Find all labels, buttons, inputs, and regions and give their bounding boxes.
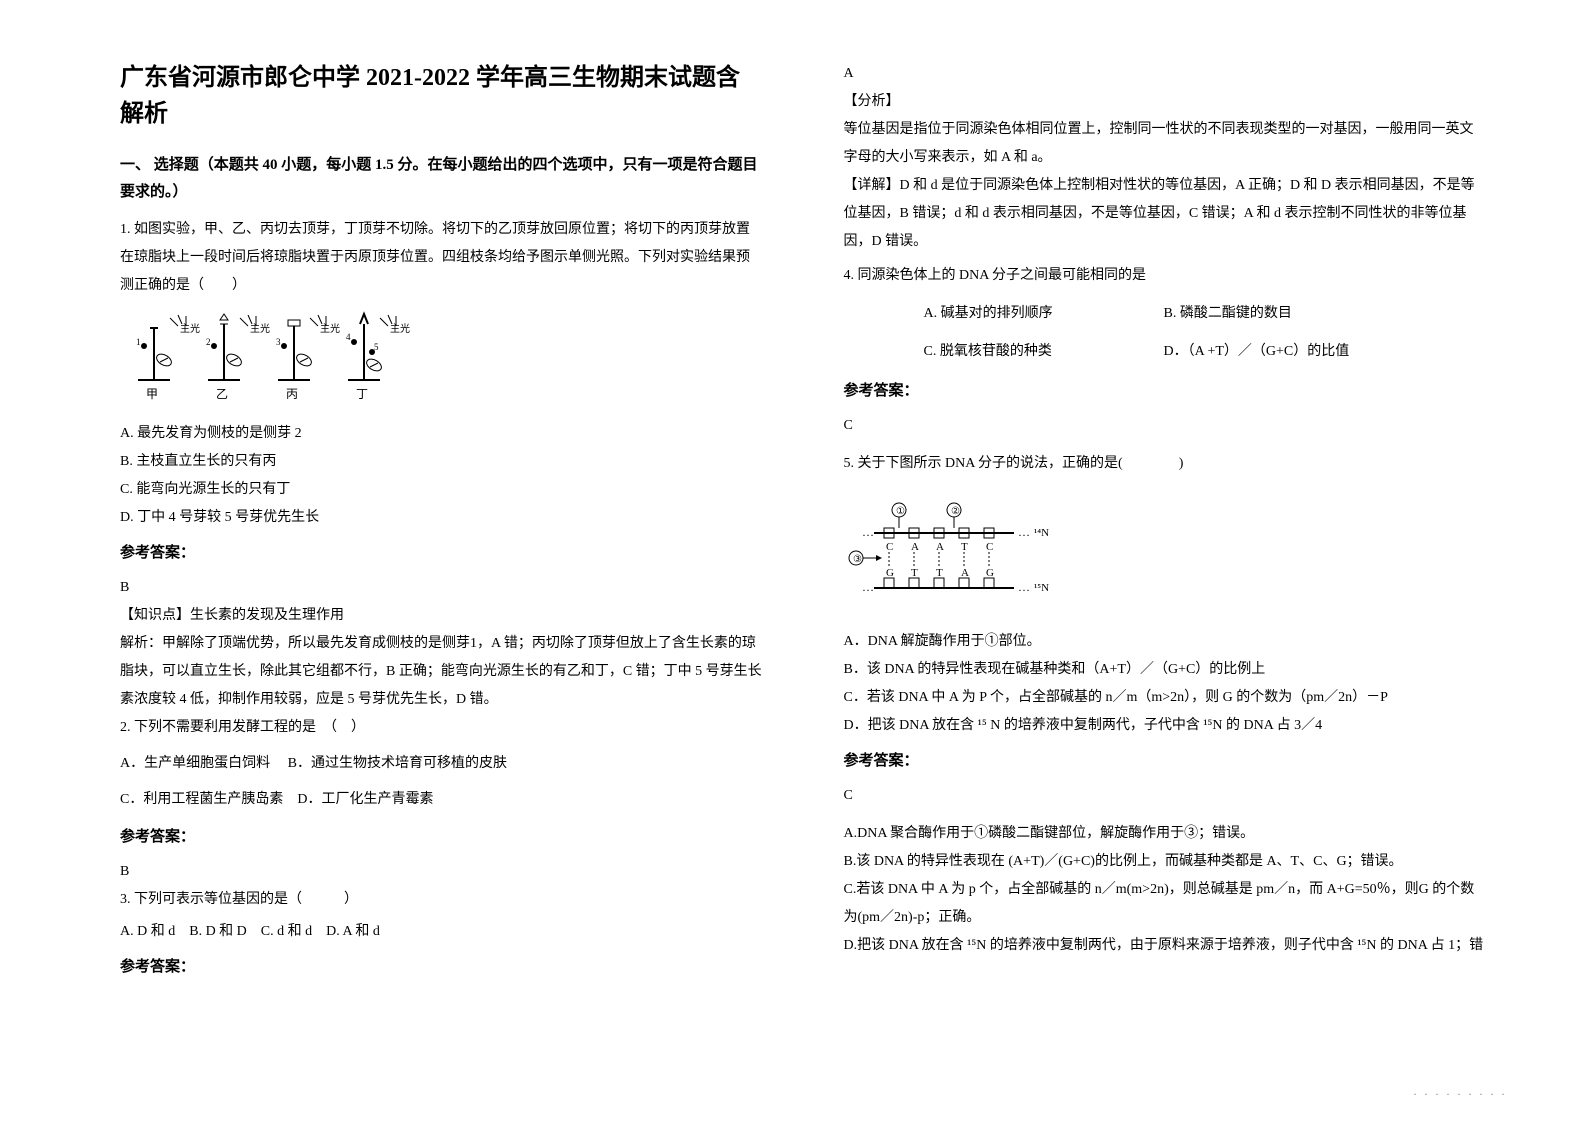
- plant-label-yi: 乙: [216, 387, 228, 401]
- section-1-header: 一、 选择题（本题共 40 小题，每小题 1.5 分。在每小题给出的四个选项中，…: [120, 152, 764, 206]
- exam-title: 广东省河源市郎仑中学 2021-2022 学年高三生物期末试题含解析: [120, 60, 764, 132]
- q5-answer-label: 参考答案：: [844, 746, 1488, 776]
- q5-exD: D.把该 DNA 放在含 ¹⁵N 的培养液中复制两代，由于原料来源于培养液，则子…: [844, 932, 1488, 960]
- plant-label-ding: 丁: [356, 387, 368, 401]
- q3-detail-label: 【详解】: [844, 178, 900, 193]
- svg-text:主光: 主光: [320, 322, 340, 335]
- svg-text:1: 1: [136, 337, 141, 347]
- svg-text:C: C: [886, 541, 893, 553]
- q3-optC: C. d 和 d: [261, 924, 312, 939]
- q4-row1: A. 碱基对的排列顺序 B. 磷酸二酯键的数目: [844, 300, 1488, 328]
- q4-optC: C. 脱氧核苷酸的种类: [924, 338, 1124, 366]
- q4-stem: 4. 同源染色体上的 DNA 分子之间最可能相同的是: [844, 262, 1488, 290]
- q5-answer: C: [844, 782, 1488, 810]
- svg-text:…: …: [1018, 525, 1030, 539]
- q4-optB: B. 磷酸二酯键的数目: [1164, 300, 1364, 328]
- q3-optA: A. D 和 d: [120, 924, 175, 939]
- q3-answer: A: [844, 60, 1488, 88]
- q5-exA: A.DNA 聚合酶作用于①磷酸二酯键部位，解旋酶作用于③；错误。: [844, 820, 1488, 848]
- q5-exC: C.若该 DNA 中 A 为 p 个，占全部碱基的 n／m(m>2n)，则总碱基…: [844, 876, 1488, 932]
- n14-label-top: ¹⁴N: [1034, 527, 1049, 539]
- page-footnote: · · · · · · · · ·: [1413, 1087, 1507, 1102]
- plant-label-bing: 丙: [286, 387, 298, 401]
- q2-optA: A．生产单细胞蛋白饲料: [120, 756, 270, 771]
- q1-optC: C. 能弯向光源生长的只有丁: [120, 476, 764, 504]
- q2-optB: B．通过生物技术培育可移植的皮肤: [288, 756, 507, 771]
- q5-optC: C．若该 DNA 中 A 为 P 个，占全部碱基的 n／m（m>2n），则 G …: [844, 684, 1488, 712]
- q1-stem: 1. 如图实验，甲、乙、丙切去顶芽，丁顶芽不切除。将切下的乙顶芽放回原位置；将切…: [120, 216, 764, 300]
- q1-optB: B. 主枝直立生长的只有丙: [120, 448, 764, 476]
- svg-text:T: T: [911, 567, 918, 579]
- svg-text:2: 2: [206, 337, 211, 347]
- plant-label-jia: 甲: [146, 387, 158, 401]
- svg-text:A: A: [936, 541, 944, 553]
- q3-answer-label: 参考答案：: [120, 952, 764, 982]
- q1-optD: D. 丁中 4 号芽较 5 号芽优先生长: [120, 504, 764, 532]
- svg-text:4: 4: [346, 332, 351, 342]
- svg-text:②: ②: [951, 506, 960, 517]
- q3-opts: A. D 和 d B. D 和 D C. d 和 d D. A 和 d: [120, 918, 764, 946]
- svg-text:T: T: [936, 567, 943, 579]
- svg-text:C: C: [986, 541, 993, 553]
- svg-text:主光: 主光: [390, 322, 410, 335]
- svg-text:A: A: [911, 541, 919, 553]
- svg-text:…: …: [862, 580, 874, 594]
- q1-answer-label: 参考答案：: [120, 538, 764, 568]
- q5-optA: A．DNA 解旋酶作用于①部位。: [844, 628, 1488, 656]
- q5-optB: B．该 DNA 的特异性表现在碱基种类和（A+T）／（G+C）的比例上: [844, 656, 1488, 684]
- sun-label: 主光: [180, 322, 200, 335]
- q5-exB: B.该 DNA 的特异性表现在 (A+T)／(G+C)的比例上，而碱基种类都是 …: [844, 848, 1488, 876]
- q3-analysis-label: 【分析】: [844, 88, 1488, 116]
- q4-optA: A. 碱基对的排列顺序: [924, 300, 1124, 328]
- q2-answer-label: 参考答案：: [120, 822, 764, 852]
- q3-detail: 【详解】D 和 d 是位于同源染色体上控制相对性状的等位基因，A 正确；D 和 …: [844, 172, 1488, 256]
- left-column: 广东省河源市郎仑中学 2021-2022 学年高三生物期末试题含解析 一、 选择…: [100, 60, 804, 1082]
- q1-explain: 解析：甲解除了顶端优势，所以最先发育成侧枝的是侧芽1，A 错；丙切除了顶芽但放上…: [120, 630, 764, 714]
- svg-text:…: …: [1018, 580, 1030, 594]
- q4-answer: C: [844, 412, 1488, 440]
- n15-label-bot: ¹⁵N: [1034, 582, 1049, 594]
- q5-optD: D．把该 DNA 放在含 ¹⁵ N 的培养液中复制两代，子代中含 ¹⁵N 的 D…: [844, 712, 1488, 740]
- svg-text:①: ①: [896, 506, 905, 517]
- q1-knowledge: 【知识点】生长素的发现及生理作用: [120, 602, 764, 630]
- q3-optD: D. A 和 d: [326, 924, 380, 939]
- q1-answer: B: [120, 574, 764, 602]
- q2-optsCD: C．利用工程菌生产胰岛素 D．工厂化生产青霉素: [120, 786, 764, 814]
- svg-text:A: A: [961, 567, 969, 579]
- q5-diagram: ① ② ③ … … ¹⁴N: [844, 498, 1488, 608]
- q2-answer: B: [120, 858, 764, 886]
- svg-text:…: …: [862, 525, 874, 539]
- q3-detail-text: D 和 d 是位于同源染色体上控制相对性状的等位基因，A 正确；D 和 D 表示…: [844, 178, 1475, 249]
- q3-analysis: 等位基因是指位于同源染色体相同位置上，控制同一性状的不同表现类型的一对基因，一般…: [844, 116, 1488, 172]
- q2-optC: C．利用工程菌生产胰岛素: [120, 792, 283, 807]
- svg-text:③: ③: [853, 554, 862, 565]
- q1-optA: A. 最先发育为侧枝的是侧芽 2: [120, 420, 764, 448]
- q3-stem: 3. 下列可表示等位基因的是（ ）: [120, 886, 764, 914]
- svg-text:G: G: [986, 567, 994, 579]
- svg-text:5: 5: [374, 342, 379, 352]
- svg-text:G: G: [886, 567, 894, 579]
- q2-stem: 2. 下列不需要利用发酵工程的是 （ ）: [120, 714, 764, 742]
- q3-optB: B. D 和 D: [189, 924, 247, 939]
- exam-page: 广东省河源市郎仑中学 2021-2022 学年高三生物期末试题含解析 一、 选择…: [0, 0, 1587, 1122]
- svg-text:主光: 主光: [250, 322, 270, 335]
- q5-stem: 5. 关于下图所示 DNA 分子的说法，正确的是( ): [844, 450, 1488, 478]
- right-column: A 【分析】 等位基因是指位于同源染色体相同位置上，控制同一性状的不同表现类型的…: [804, 60, 1508, 1082]
- q2-optD: D．工厂化生产青霉素: [297, 792, 433, 807]
- q1-diagram: 主光 1 甲: [120, 310, 764, 410]
- svg-text:T: T: [961, 541, 968, 553]
- q2-optsAB: A．生产单细胞蛋白饲料 B．通过生物技术培育可移植的皮肤: [120, 750, 764, 778]
- q4-answer-label: 参考答案：: [844, 376, 1488, 406]
- q4-optD: D．（A +T）／（G+C）的比值: [1164, 338, 1364, 366]
- svg-text:3: 3: [276, 337, 281, 347]
- q4-row2: C. 脱氧核苷酸的种类 D．（A +T）／（G+C）的比值: [844, 338, 1488, 366]
